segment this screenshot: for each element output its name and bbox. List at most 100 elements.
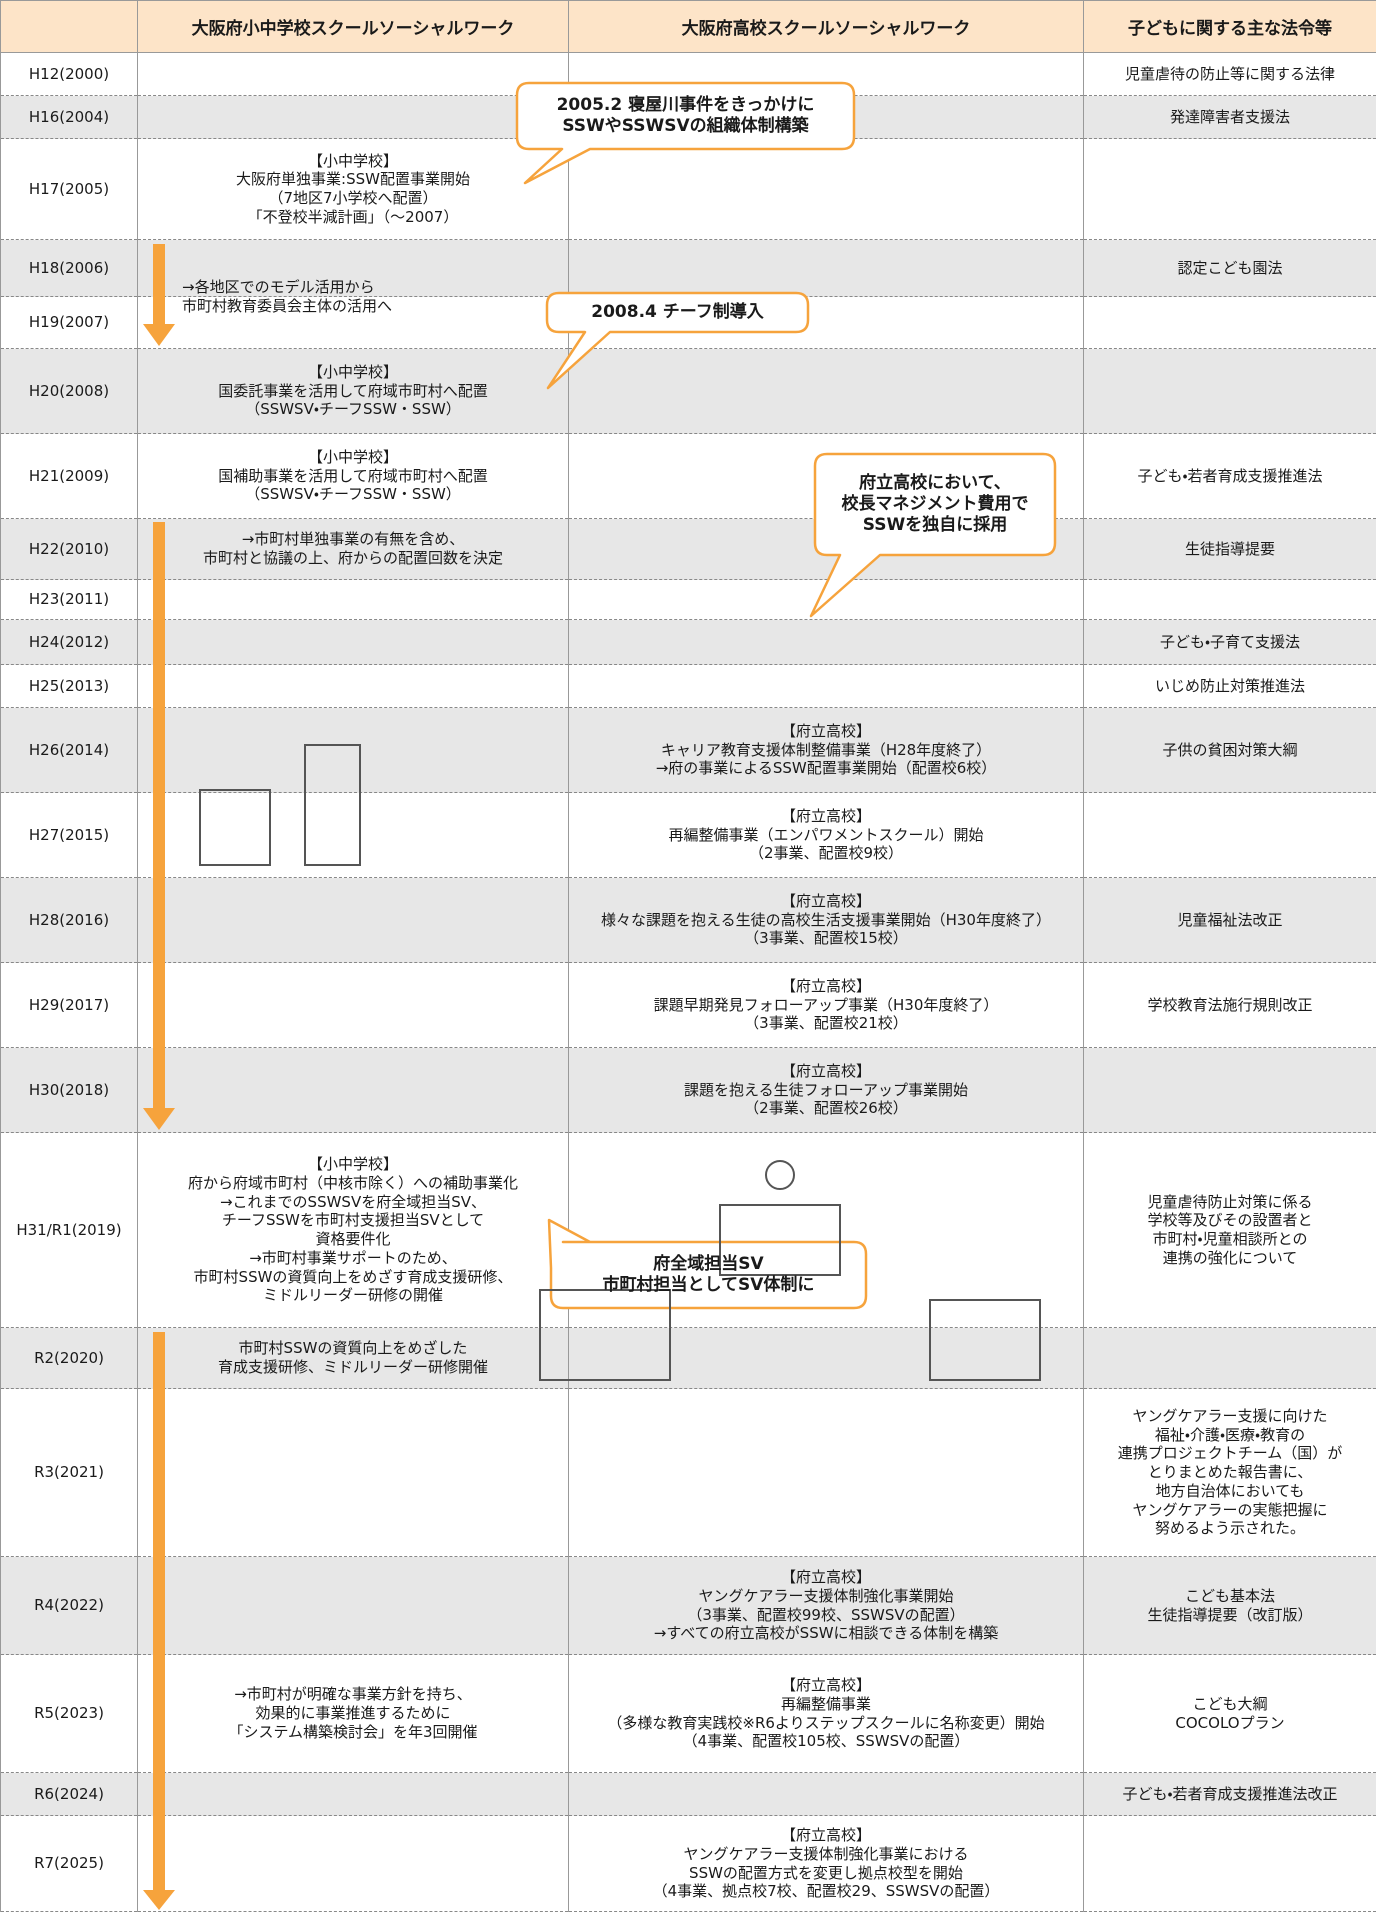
elementary-cell xyxy=(138,1389,569,1557)
timeline-row: R3(2021) ヤングケアラー支援に向けた 福祉・介護・医療・教育の 連携プロジ… xyxy=(1,1389,1376,1557)
law-cell xyxy=(1084,580,1376,620)
high-cell xyxy=(569,620,1084,665)
elementary-cell: →市町村が明確な事業方針を持ち、 効果的に事業推進するために 「システム構築検討… xyxy=(138,1655,569,1773)
year-cell: H31/R1(2019) xyxy=(1,1133,138,1328)
elementary-cell: 市町村SSWの資質向上をめざした 育成支援研修、ミドルリーダー研修開催 xyxy=(138,1328,569,1389)
year-cell: H20(2008) xyxy=(1,349,138,434)
timeline-row: R5(2023)→市町村が明確な事業方針を持ち、 効果的に事業推進するために 「… xyxy=(1,1655,1376,1773)
year-cell: H27(2015) xyxy=(1,793,138,878)
law-cell: 認定こども園法 xyxy=(1084,240,1376,297)
high-cell: 【府立高校】 キャリア教育支援体制整備事業（H28年度終了） →府の事業によるS… xyxy=(569,708,1084,793)
year-cell: H26(2014) xyxy=(1,708,138,793)
year-cell: R7(2025) xyxy=(1,1816,138,1912)
elementary-cell xyxy=(138,1048,569,1133)
elementary-cell xyxy=(138,96,569,139)
year-cell: H25(2013) xyxy=(1,665,138,708)
elementary-cell xyxy=(138,580,569,620)
year-cell: H29(2017) xyxy=(1,963,138,1048)
elementary-cell: 【小中学校】 国委託事業を活用して府域市町村へ配置 （SSWSV・チーフSSW・… xyxy=(138,349,569,434)
year-cell: R2(2020) xyxy=(1,1328,138,1389)
high-cell xyxy=(569,580,1084,620)
law-cell xyxy=(1084,793,1376,878)
year-cell: H12(2000) xyxy=(1,53,138,96)
timeline-row: R4(2022) 【府立高校】 ヤングケアラー支援体制強化事業開始 （3事業、配置… xyxy=(1,1557,1376,1655)
elementary-cell xyxy=(138,1557,569,1655)
law-cell: 児童虐待の防止等に関する法律 xyxy=(1084,53,1376,96)
high-cell: 【府立高校】 再編整備事業（エンパワメントスクール）開始 （2事業、配置校9校） xyxy=(569,793,1084,878)
high-cell xyxy=(569,1773,1084,1816)
law-cell: ヤングケアラー支援に向けた 福祉・介護・医療・教育の 連携プロジェクトチーム（国… xyxy=(1084,1389,1376,1557)
timeline-row: H21(2009)【小中学校】 国補助事業を活用して府域市町村へ配置 （SSWS… xyxy=(1,434,1376,519)
timeline-row: H30(2018)【府立高校】 課題を抱える生徒フォローアップ事業開始 （2事業… xyxy=(1,1048,1376,1133)
law-cell: 発達障害者支援法 xyxy=(1084,96,1376,139)
header-year xyxy=(1,1,138,53)
header-high: 大阪府高校スクールソーシャルワーク xyxy=(569,1,1084,53)
law-cell xyxy=(1084,349,1376,434)
year-cell: H22(2010) xyxy=(1,519,138,580)
callout-text: 府立高校において、 校長マネジメント費用で SSWを独自に採用 xyxy=(815,454,1055,555)
law-cell: こども基本法 生徒指導提要（改訂版） xyxy=(1084,1557,1376,1655)
year-cell: R6(2024) xyxy=(1,1773,138,1816)
year-cell: R4(2022) xyxy=(1,1557,138,1655)
timeline-row: H24(2012) 子ども・子育て支援法 xyxy=(1,620,1376,665)
elementary-cell: →市町村単独事業の有無を含め、 市町村と協議の上、府からの配置回数を決定 xyxy=(138,519,569,580)
law-cell: 生徒指導提要 xyxy=(1084,519,1376,580)
header-elementary: 大阪府小中学校スクールソーシャルワーク xyxy=(138,1,569,53)
elementary-cell xyxy=(138,1816,569,1912)
law-cell xyxy=(1084,297,1376,349)
timeline-row: R7(2025) 【府立高校】 ヤングケアラー支援体制強化事業における SSWの配… xyxy=(1,1816,1376,1912)
high-cell: 【府立高校】 課題早期発見フォローアップ事業（H30年度終了） （3事業、配置校… xyxy=(569,963,1084,1048)
transition-note: →各地区でのモデル活用から 市町村教育委員会主体の活用へ xyxy=(182,278,392,316)
high-cell xyxy=(569,665,1084,708)
year-cell: H23(2011) xyxy=(1,580,138,620)
year-cell: H19(2007) xyxy=(1,297,138,349)
timeline-row: R6(2024) 子ども・若者育成支援推進法改正 xyxy=(1,1773,1376,1816)
high-cell xyxy=(569,240,1084,297)
high-cell: 【府立高校】 ヤングケアラー支援体制強化事業開始 （3事業、配置校99校、SSW… xyxy=(569,1557,1084,1655)
law-cell xyxy=(1084,1048,1376,1133)
law-cell: 子ども・若者育成支援推進法改正 xyxy=(1084,1773,1376,1816)
callout-text: 2005.2 寝屋川事件をきっかけに SSWやSSWSVの組織体制構築 xyxy=(517,83,854,149)
timeline-row: H27(2015) 【府立高校】 再編整備事業（エンパワメントスクール）開始 （2… xyxy=(1,793,1376,878)
law-cell: 子ども・若者育成支援推進法 xyxy=(1084,434,1376,519)
elementary-cell xyxy=(138,53,569,96)
callout-text: 2008.4 チーフ制導入 xyxy=(547,293,808,332)
law-cell: こども大綱 COCOLOプラン xyxy=(1084,1655,1376,1773)
timeline-row: H23(2011) xyxy=(1,580,1376,620)
elementary-cell: 【小中学校】 府から府域市町村（中核市除く）への補助事業化 →これまでのSSWS… xyxy=(138,1133,569,1328)
year-cell: R5(2023) xyxy=(1,1655,138,1773)
timeline-row: H26(2014) 【府立高校】 キャリア教育支援体制整備事業（H28年度終了） … xyxy=(1,708,1376,793)
header-row: 大阪府小中学校スクールソーシャルワーク 大阪府高校スクールソーシャルワーク 子ど… xyxy=(1,1,1376,53)
year-cell: H21(2009) xyxy=(1,434,138,519)
law-cell xyxy=(1084,1328,1376,1389)
high-cell: 【府立高校】 ヤングケアラー支援体制強化事業における SSWの配置方式を変更し拠… xyxy=(569,1816,1084,1912)
header-law: 子どもに関する主な法令等 xyxy=(1084,1,1376,53)
law-cell: 子ども・子育て支援法 xyxy=(1084,620,1376,665)
year-cell: R3(2021) xyxy=(1,1389,138,1557)
callout-text: 府全域担当SV 市町村担当としてSV体制に xyxy=(551,1242,866,1308)
timeline-row: R2(2020)市町村SSWの資質向上をめざした 育成支援研修、ミドルリーダー研… xyxy=(1,1328,1376,1389)
timeline-row: H22(2010)→市町村単独事業の有無を含め、 市町村と協議の上、府からの配置… xyxy=(1,519,1376,580)
high-cell xyxy=(569,349,1084,434)
elementary-cell xyxy=(138,878,569,963)
timeline-row: H20(2008)【小中学校】 国委託事業を活用して府域市町村へ配置 （SSWS… xyxy=(1,349,1376,434)
high-cell xyxy=(569,1389,1084,1557)
law-cell: 子供の貧困対策大綱 xyxy=(1084,708,1376,793)
timeline-row: H29(2017) 【府立高校】 課題早期発見フォローアップ事業（H30年度終了）… xyxy=(1,963,1376,1048)
elementary-cell xyxy=(138,620,569,665)
elementary-cell xyxy=(138,1773,569,1816)
year-cell: H30(2018) xyxy=(1,1048,138,1133)
high-cell: 【府立高校】 様々な課題を抱える生徒の高校生活支援事業開始（H30年度終了） （… xyxy=(569,878,1084,963)
high-cell xyxy=(569,139,1084,240)
elementary-cell xyxy=(138,963,569,1048)
elementary-cell xyxy=(138,708,569,793)
law-cell: 児童福祉法改正 xyxy=(1084,878,1376,963)
year-cell: H17(2005) xyxy=(1,139,138,240)
law-cell: 児童虐待防止対策に係る 学校等及びその設置者と 市町村・児童相談所との 連携の強… xyxy=(1084,1133,1376,1328)
law-cell xyxy=(1084,139,1376,240)
year-cell: H28(2016) xyxy=(1,878,138,963)
timeline-row: H28(2016) 【府立高校】 様々な課題を抱える生徒の高校生活支援事業開始（H… xyxy=(1,878,1376,963)
elementary-cell: 【小中学校】 大阪府単独事業:SSW配置事業開始 （7地区7小学校へ配置） 「不… xyxy=(138,139,569,240)
year-cell: H24(2012) xyxy=(1,620,138,665)
law-cell: 学校教育法施行規則改正 xyxy=(1084,963,1376,1048)
